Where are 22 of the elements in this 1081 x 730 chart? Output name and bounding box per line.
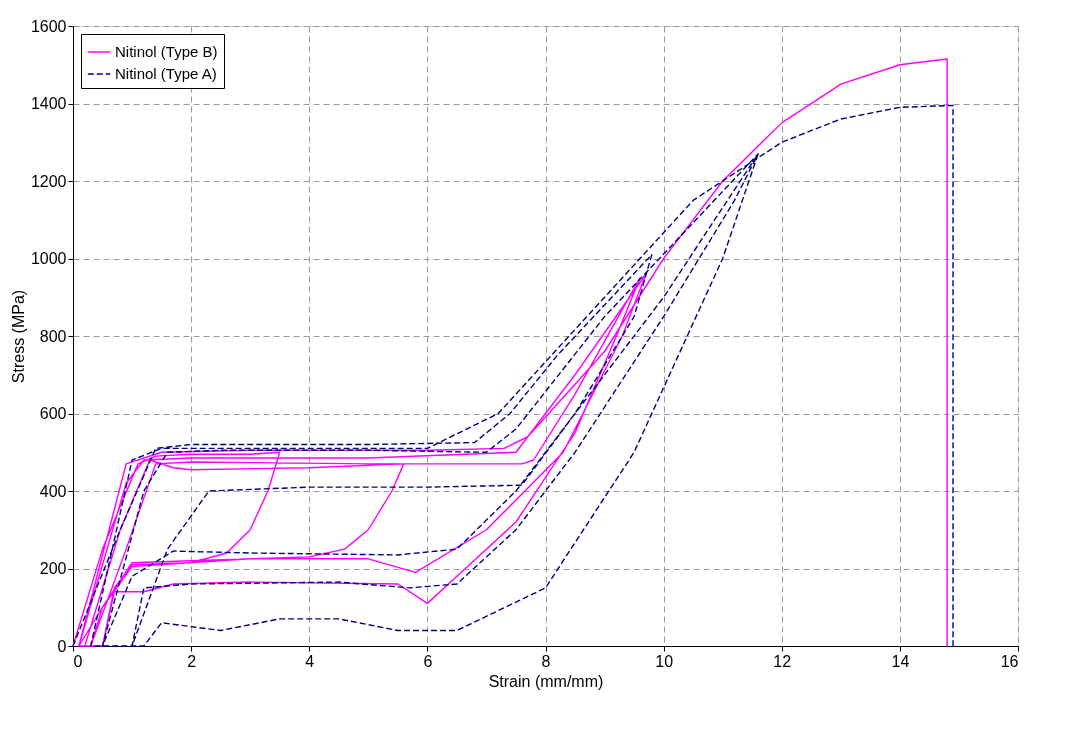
x-tick-label: 2 — [187, 652, 197, 670]
y-tick-label: 600 — [39, 405, 67, 422]
x-tick-label: 8 — [541, 652, 551, 670]
x-axis-title: Strain (mm/mm) — [488, 672, 604, 690]
legend-label: Nitinol (Type B) — [115, 43, 218, 60]
y-tick-label: 1200 — [30, 172, 67, 190]
x-tick-label: 4 — [305, 652, 315, 670]
y-tick-label: 1600 — [30, 17, 67, 35]
x-tick-label: 14 — [891, 652, 910, 670]
y-axis-title: Stress (MPa) — [9, 289, 27, 384]
x-tick-label: 10 — [655, 652, 674, 670]
legend-label: Nitinol (Type A) — [115, 65, 217, 82]
y-tick-label: 1000 — [30, 250, 67, 267]
x-tick-label: 12 — [773, 652, 792, 670]
y-tick-label: 200 — [39, 560, 67, 577]
y-tick-label: 800 — [39, 327, 67, 345]
y-tick-label: 0 — [57, 637, 67, 655]
x-tick-label: 0 — [73, 652, 83, 670]
x-tick-label: 6 — [423, 652, 433, 670]
x-tick-label: 16 — [1000, 652, 1019, 670]
y-tick-label: 400 — [39, 482, 67, 500]
y-tick-label: 1400 — [30, 95, 67, 112]
